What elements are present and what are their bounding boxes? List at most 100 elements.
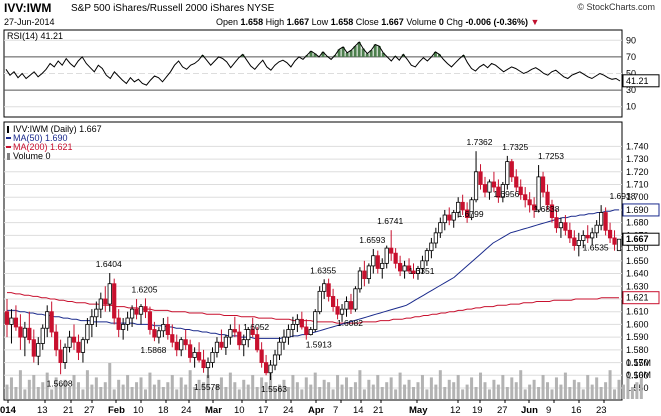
- volume-bar: [313, 372, 317, 399]
- candle-body: [482, 184, 488, 193]
- candle-body: [389, 247, 394, 254]
- price-candle: [214, 337, 220, 358]
- price-annotation: 1.5608: [47, 378, 73, 388]
- price-annotation: 1.7325: [502, 142, 528, 152]
- candle-body: [420, 260, 425, 269]
- price-tick-label: 1.560: [626, 370, 649, 380]
- candle-body: [362, 270, 367, 280]
- candle-body: [518, 186, 523, 196]
- candle-body: [473, 171, 479, 201]
- price-candle: [322, 279, 327, 299]
- candle-body: [549, 204, 555, 218]
- price-candle: [482, 176, 488, 198]
- chg-label: Chg: [446, 17, 463, 27]
- x-axis-label: 14: [353, 405, 364, 416]
- price-candle: [49, 301, 54, 338]
- price-candle: [567, 222, 572, 244]
- price-annotation: 1.6351: [408, 266, 434, 276]
- price-candle: [509, 159, 514, 182]
- volume-bar: [590, 384, 594, 399]
- price-candle: [384, 245, 389, 269]
- volume-bar: [626, 375, 630, 399]
- candle-body: [451, 212, 456, 221]
- volume-bar: [112, 389, 116, 399]
- volume-bar: [510, 377, 514, 399]
- volume-bar: [130, 387, 134, 399]
- candle-body: [348, 301, 354, 310]
- candle-body: [402, 265, 407, 272]
- candle-body: [406, 265, 412, 272]
- candle-body: [545, 191, 550, 206]
- price-candle: [54, 324, 59, 357]
- candle-body: [85, 324, 90, 341]
- price-candle: [411, 263, 416, 279]
- price-candle: [563, 215, 568, 236]
- price-candle: [491, 171, 497, 193]
- low-value: 1.658: [330, 17, 354, 27]
- volume-bar: [76, 382, 80, 399]
- candle-body: [18, 326, 23, 338]
- close-value: 1.667: [381, 17, 404, 27]
- price-candle: [4, 298, 10, 338]
- volume-bar: [143, 389, 147, 399]
- price-candle: [402, 260, 407, 279]
- copyright-label[interactable]: © StockCharts.com: [577, 2, 655, 12]
- price-candle: [313, 309, 318, 333]
- x-axis-label: Apr: [308, 405, 325, 416]
- price-candle: [286, 324, 291, 345]
- candle-body: [4, 311, 10, 325]
- volume-bar: [121, 384, 125, 399]
- price-candle: [62, 343, 68, 369]
- price-annotation: 1.7362: [467, 137, 493, 147]
- volume-bar: [483, 382, 487, 399]
- volume-bar: [32, 375, 36, 399]
- price-candle: [518, 179, 523, 200]
- volume-bar: [403, 384, 407, 399]
- price-annotation: 1.6205: [131, 284, 157, 294]
- price-candle: [223, 334, 228, 355]
- candle-body: [27, 327, 32, 341]
- price-annotation: 1.6355: [310, 265, 336, 275]
- candle-body: [607, 229, 613, 239]
- volume-bar: [103, 382, 107, 399]
- volume-bar: [371, 384, 375, 399]
- price-candle: [219, 329, 224, 350]
- volume-bar: [420, 375, 424, 399]
- price-candle: [612, 230, 617, 251]
- low-label: Low: [311, 17, 329, 27]
- volume-bar: [139, 377, 143, 399]
- volume-bar: [345, 377, 349, 399]
- price-candle: [496, 179, 501, 203]
- rsi-current-tag-label: 41.21: [626, 76, 649, 86]
- volume-bar: [474, 387, 478, 399]
- price-candle: [536, 165, 541, 213]
- candle-body: [603, 212, 608, 231]
- x-axis-label: 19: [472, 405, 483, 416]
- candle-body: [500, 184, 505, 198]
- price-candle: [616, 238, 622, 252]
- volume-bar: [148, 372, 152, 399]
- candle-body: [58, 349, 63, 363]
- price-candle: [362, 260, 367, 287]
- price-candle: [129, 305, 135, 327]
- price-value-tag: [622, 232, 660, 246]
- candle-body: [599, 212, 604, 226]
- price-candle: [36, 337, 41, 366]
- candle-body: [366, 265, 371, 280]
- price-candle: [125, 311, 130, 331]
- volume-bar: [175, 389, 179, 399]
- volume-bar: [5, 384, 9, 399]
- volume-bar: [286, 387, 290, 399]
- candle-body: [210, 351, 215, 363]
- price-candle: [103, 286, 108, 312]
- price-annotation: 1.6741: [377, 216, 403, 226]
- x-axis-label: 27: [497, 405, 508, 416]
- price-candle: [277, 337, 282, 361]
- price-candle: [45, 305, 50, 338]
- volume-bar: [599, 387, 603, 399]
- candle-body: [246, 329, 251, 341]
- candle-body: [478, 171, 483, 185]
- candle-body: [384, 247, 389, 264]
- price-annotation: 1.6938: [609, 191, 635, 201]
